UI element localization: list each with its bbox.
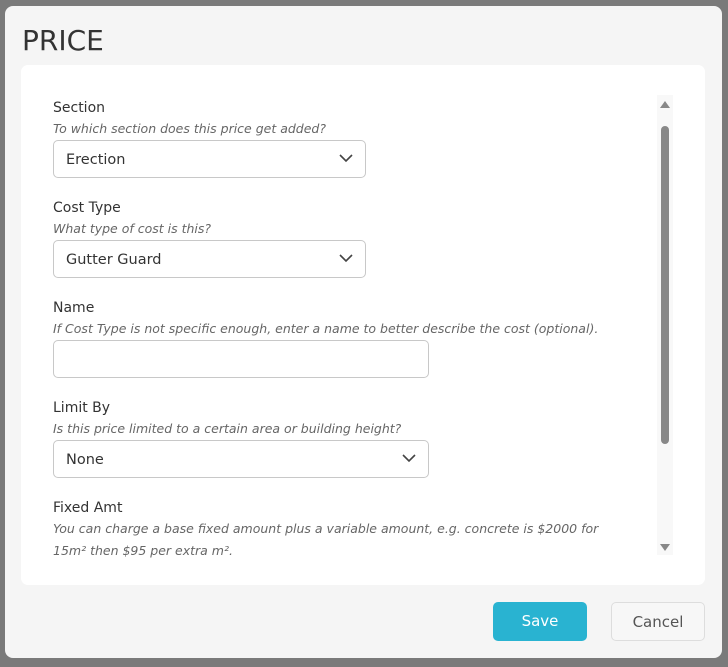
cancel-button[interactable]: Cancel	[611, 602, 705, 641]
limit-by-field: Limit By Is this price limited to a cert…	[53, 398, 429, 478]
limit-by-value: None	[66, 452, 104, 468]
scrollbar[interactable]	[657, 95, 673, 555]
scroll-down-arrow-icon[interactable]	[660, 544, 670, 551]
chevron-down-icon	[339, 154, 353, 163]
fixed-amt-hint-line2: 15m² then $95 per extra m².	[53, 543, 233, 558]
cost-type-value: Gutter Guard	[66, 252, 162, 268]
fixed-amt-hint: You can charge a base fixed amount plus …	[53, 521, 599, 536]
name-input[interactable]	[53, 340, 429, 378]
limit-by-hint: Is this price limited to a certain area …	[53, 421, 402, 436]
form-scroll-area: Section To which section does this price…	[21, 65, 657, 561]
section-value: Erection	[66, 152, 126, 168]
section-field: Section To which section does this price…	[53, 98, 366, 178]
name-label: Name	[53, 300, 95, 316]
scroll-up-arrow-icon[interactable]	[660, 101, 670, 108]
scrollbar-thumb[interactable]	[661, 126, 669, 444]
cost-type-label: Cost Type	[53, 200, 121, 216]
name-hint: If Cost Type is not specific enough, ent…	[53, 321, 599, 336]
save-button[interactable]: Save	[493, 602, 587, 641]
chevron-down-icon	[339, 254, 353, 263]
name-field: Name If Cost Type is not specific enough…	[53, 298, 599, 378]
section-hint: To which section does this price get add…	[53, 121, 327, 136]
fixed-amt-field: Fixed Amt You can charge a base fixed am…	[53, 498, 598, 561]
limit-by-select[interactable]: None	[53, 440, 429, 478]
price-dialog: PRICE Section To which section does this…	[5, 6, 722, 658]
fixed-amt-label: Fixed Amt	[53, 500, 123, 516]
cost-type-field: Cost Type What type of cost is this? Gut…	[53, 198, 366, 278]
limit-by-label: Limit By	[53, 400, 111, 416]
cost-type-select[interactable]: Gutter Guard	[53, 240, 366, 278]
dialog-title: PRICE	[22, 24, 104, 57]
section-label: Section	[53, 100, 106, 116]
cost-type-hint: What type of cost is this?	[53, 221, 212, 236]
section-select[interactable]: Erection	[53, 140, 366, 178]
chevron-down-icon	[402, 454, 416, 463]
form-card: Section To which section does this price…	[21, 65, 705, 585]
